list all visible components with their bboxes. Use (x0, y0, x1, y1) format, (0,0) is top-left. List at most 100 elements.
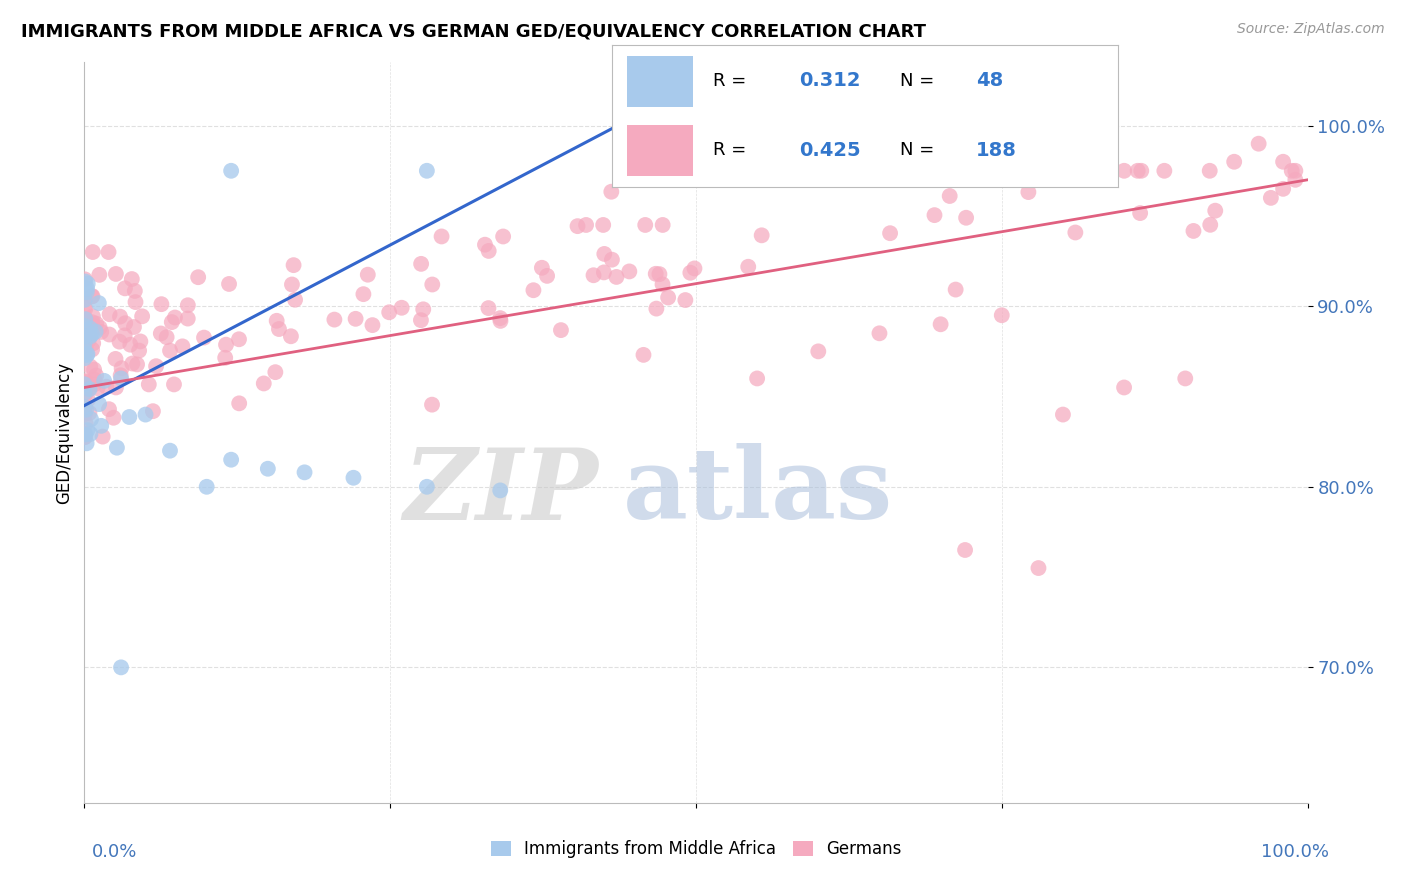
Point (651, 218, 673, 232)
Point (73, 312, 96, 326)
Point (87, 296, 110, 310)
Point (73, 385, 96, 400)
Text: 48: 48 (976, 71, 1004, 90)
Bar (627, 56, 693, 107)
Point (924, 208, 946, 222)
Point (215, 337, 238, 351)
Point (73, 402, 96, 417)
Point (474, 237, 496, 252)
Point (104, 351, 127, 366)
Point (159, 443, 181, 458)
Point (76, 423, 98, 437)
Point (75, 417, 97, 431)
Point (135, 408, 157, 422)
Point (83, 362, 105, 376)
Point (193, 330, 215, 344)
Point (416, 163, 439, 178)
Point (1272, 182, 1295, 196)
Point (73, 430, 96, 444)
Point (575, 218, 598, 232)
Y-axis label: GED/Equivalency: GED/Equivalency (55, 361, 73, 504)
Point (357, 268, 380, 282)
Point (82, 245, 104, 260)
Point (90, 325, 112, 339)
Point (80, 319, 103, 334)
Point (145, 359, 167, 374)
Point (75, 313, 97, 327)
Text: IMMIGRANTS FROM MIDDLE AFRICA VS GERMAN GED/EQUIVALENCY CORRELATION CHART: IMMIGRANTS FROM MIDDLE AFRICA VS GERMAN … (21, 22, 927, 40)
Point (75, 427, 97, 442)
Point (75, 402, 97, 417)
Point (477, 301, 499, 315)
Point (416, 480, 439, 494)
Point (219, 452, 242, 467)
Point (645, 301, 668, 316)
Point (77, 381, 100, 395)
Point (267, 322, 290, 336)
Point (82, 343, 104, 357)
Point (257, 461, 280, 475)
Point (80, 289, 103, 303)
Point (593, 265, 616, 279)
Point (657, 291, 679, 305)
Point (142, 404, 165, 418)
Point (1028, 561, 1050, 575)
Text: ZIP: ZIP (404, 443, 598, 540)
Point (131, 310, 153, 324)
Point (1281, 163, 1303, 178)
Point (737, 260, 759, 274)
Point (82, 336, 104, 351)
Point (120, 337, 142, 351)
Point (550, 323, 572, 337)
Point (76, 285, 98, 300)
Text: 188: 188 (976, 141, 1017, 160)
Point (228, 396, 250, 410)
Point (73, 351, 96, 366)
Point (172, 339, 194, 353)
Point (89, 268, 111, 282)
Point (283, 258, 305, 272)
Point (1114, 163, 1136, 178)
Point (75, 387, 97, 401)
Point (837, 163, 859, 178)
Point (73, 426, 96, 441)
Point (122, 320, 145, 334)
Point (478, 244, 501, 258)
Point (149, 326, 172, 341)
Point (76, 277, 98, 291)
Point (76, 347, 98, 361)
Point (75, 375, 97, 389)
Point (121, 357, 143, 371)
Point (98, 402, 121, 417)
Point (159, 343, 181, 358)
Point (522, 283, 544, 297)
Point (342, 471, 364, 485)
Point (411, 257, 433, 271)
Point (98, 307, 121, 321)
Point (156, 330, 179, 344)
Point (600, 252, 623, 267)
Point (536, 268, 558, 283)
Point (679, 266, 702, 280)
Point (73, 272, 96, 286)
Point (73, 376, 96, 390)
Text: atlas: atlas (623, 443, 893, 541)
Point (96, 380, 118, 394)
Point (138, 377, 160, 392)
Text: R =: R = (713, 72, 752, 90)
Point (592, 218, 614, 232)
Point (124, 295, 146, 310)
Point (1174, 371, 1197, 385)
Point (1204, 203, 1226, 218)
Point (177, 298, 200, 312)
Point (1064, 226, 1087, 240)
Point (89, 320, 111, 334)
Point (75, 344, 97, 359)
Point (361, 318, 384, 332)
Point (991, 308, 1014, 322)
Point (264, 365, 287, 379)
Point (1199, 218, 1222, 232)
Point (84, 325, 107, 339)
Point (644, 267, 666, 281)
Point (1260, 191, 1282, 205)
